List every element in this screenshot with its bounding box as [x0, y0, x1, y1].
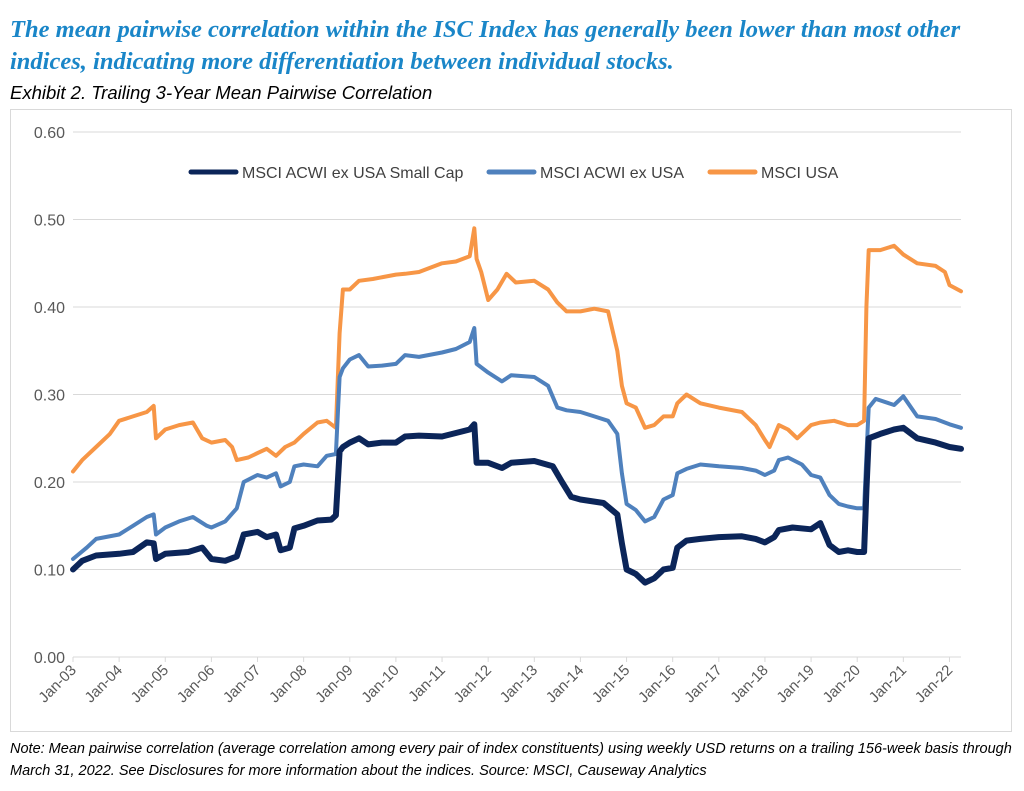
x-tick-label: Jan-15 — [589, 662, 633, 706]
y-tick-label: 0.60 — [34, 125, 65, 142]
exhibit-title: Exhibit 2. Trailing 3-Year Mean Pairwise… — [10, 82, 433, 103]
x-tick-label: Jan-19 — [773, 662, 817, 706]
footnote: Note: Mean pairwise correlation (average… — [10, 741, 1012, 779]
legend-label: MSCI ACWI ex USA — [540, 165, 684, 182]
y-tick-label: 0.00 — [34, 650, 65, 667]
x-tick-label: Jan-10 — [358, 662, 402, 706]
x-tick-label: Jan-12 — [451, 662, 495, 706]
series-line — [71, 326, 963, 561]
x-tick-label: Jan-17 — [681, 662, 725, 706]
y-tick-label: 0.50 — [34, 213, 65, 230]
x-tick-label: Jan-22 — [912, 662, 956, 706]
legend-label: MSCI USA — [761, 165, 839, 182]
x-tick-label: Jan-20 — [820, 662, 864, 706]
x-tick-label: Jan-13 — [497, 662, 541, 706]
y-tick-label: 0.20 — [34, 475, 65, 492]
headline: The mean pairwise correlation within the… — [10, 16, 961, 75]
x-tick-label: Jan-11 — [405, 662, 449, 706]
x-tick-label: Jan-16 — [635, 662, 679, 706]
line-chart: 0.00 0.10 0.20 0.30 0.40 0.50 0.60 Jan-03 Jan-04… — [34, 125, 964, 706]
x-tick-label: Jan-21 — [866, 662, 910, 706]
x-tick-label: Jan-07 — [220, 662, 264, 706]
y-tick-label: 0.10 — [34, 563, 65, 580]
x-tick-label: Jan-06 — [174, 662, 218, 706]
series-line — [70, 421, 964, 586]
x-tick-label: Jan-08 — [266, 662, 310, 706]
series-line — [71, 226, 963, 474]
y-tick-label: 0.40 — [34, 300, 65, 317]
chart-frame: 0.00 0.10 0.20 0.30 0.40 0.50 0.60 Jan-03 Jan-04… — [10, 109, 1012, 732]
x-tick-label: Jan-09 — [312, 662, 356, 706]
x-tick-label: Jan-18 — [727, 662, 771, 706]
x-tick-label: Jan-14 — [543, 662, 587, 706]
x-tick-label: Jan-05 — [128, 662, 172, 706]
y-tick-label: 0.30 — [34, 388, 65, 405]
x-tick-label: Jan-03 — [35, 662, 79, 706]
x-tick-label: Jan-04 — [81, 662, 125, 706]
legend-label: MSCI ACWI ex USA Small Cap — [242, 165, 463, 182]
